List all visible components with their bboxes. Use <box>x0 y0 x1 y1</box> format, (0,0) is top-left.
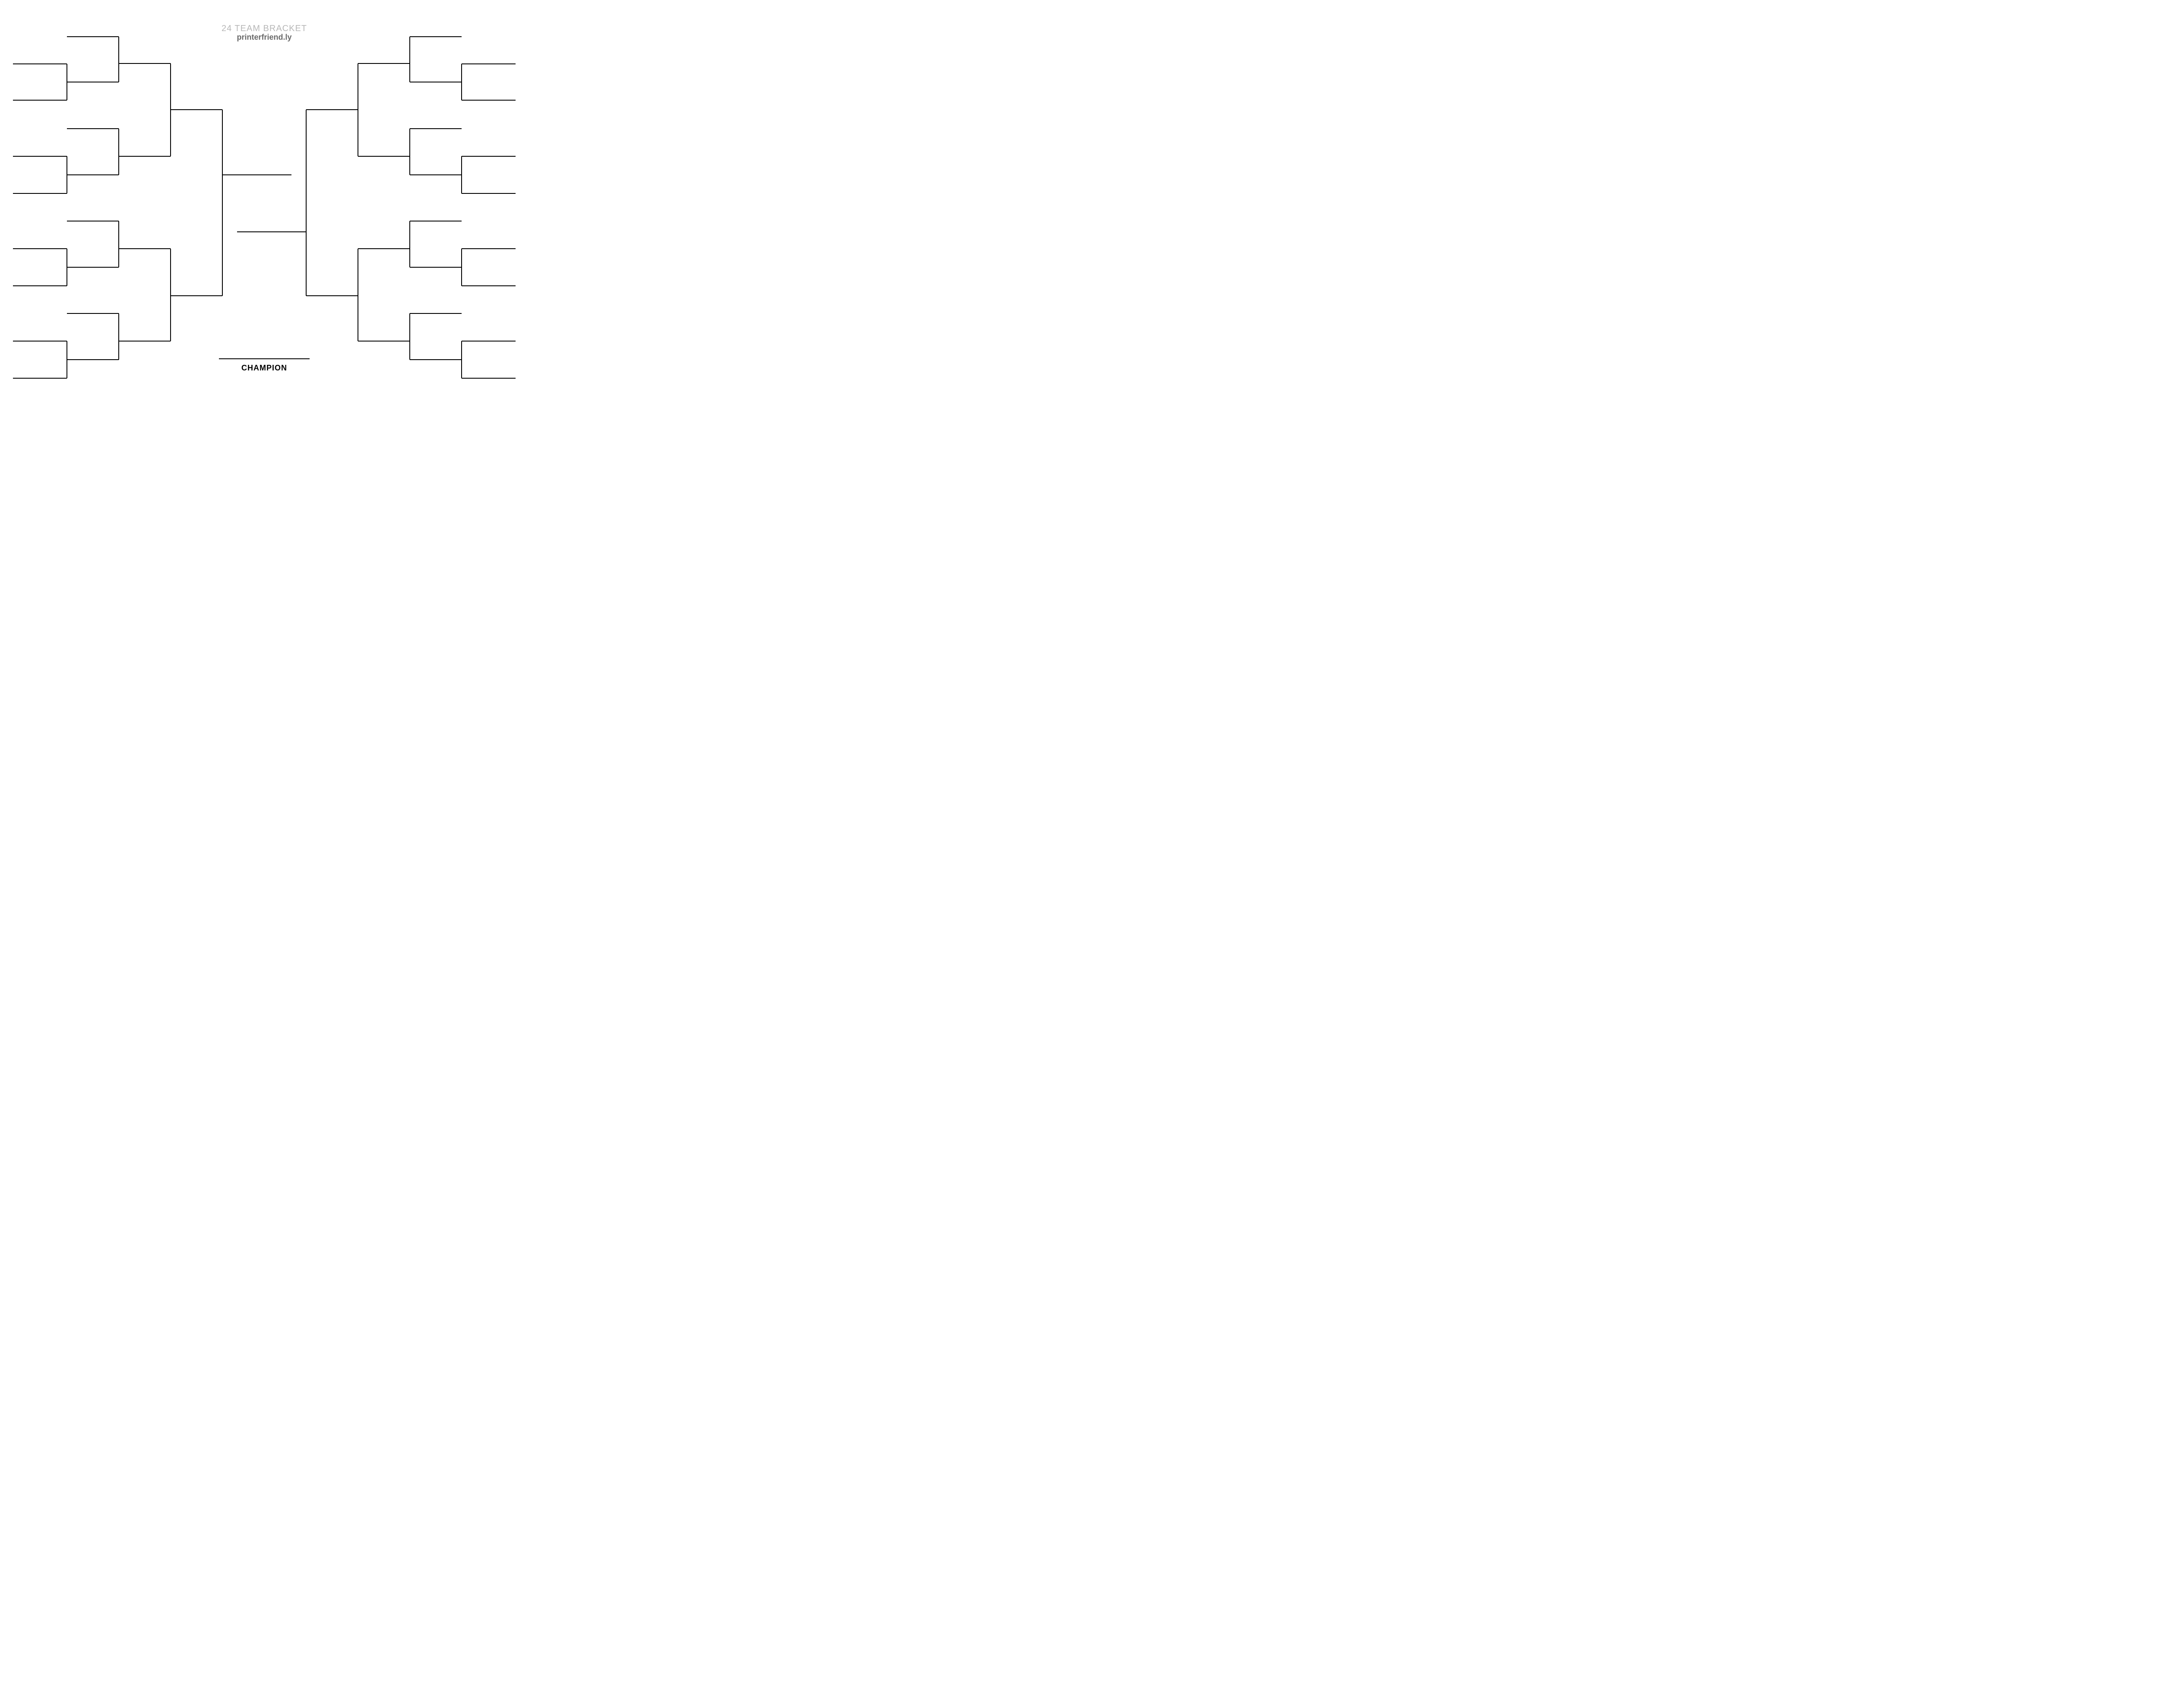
champion-area: CHAMPION <box>219 358 310 373</box>
champion-label: CHAMPION <box>219 364 310 373</box>
champion-underline <box>219 358 310 359</box>
bracket-diagram <box>0 0 529 408</box>
